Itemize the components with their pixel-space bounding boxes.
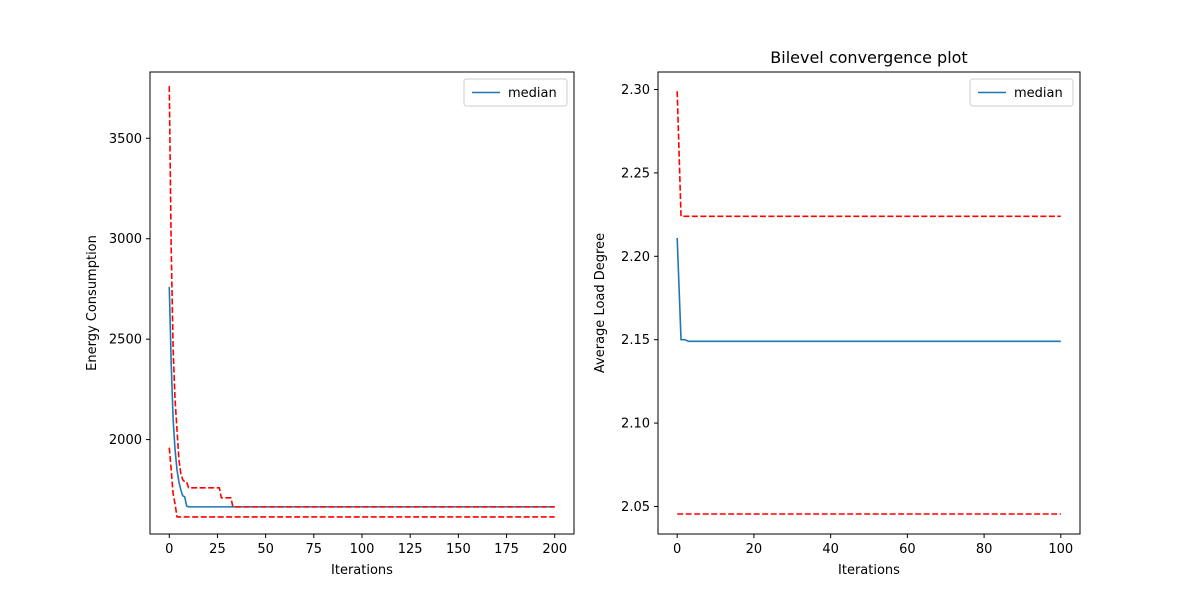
x-axis-label: Iterations	[838, 563, 900, 578]
x-tick-label: 60	[899, 542, 916, 557]
y-tick-label: 2500	[109, 333, 142, 348]
x-tick-label: 100	[350, 542, 375, 557]
y-tick-label: 2.20	[621, 250, 650, 265]
legend: median	[463, 78, 568, 107]
legend: median	[969, 78, 1074, 107]
y-tick-label: 3500	[109, 132, 142, 147]
chart-panel-2: 0 20 40 60 80 100 2.05 2.10 2.15 2.20 2.25 2.30 Iter…	[593, 48, 1081, 578]
x-tick-label: 0	[165, 542, 173, 557]
bound-line-2	[168, 447, 555, 518]
median-line	[168, 286, 555, 508]
x-tick-label: 100	[1048, 542, 1073, 557]
chart-title: Bilevel convergence plot	[770, 48, 967, 67]
x-tick-label: 125	[398, 542, 423, 557]
y-tick-label: 2.30	[621, 83, 650, 98]
y-tick-label: 2.05	[621, 500, 650, 515]
x-axis-label: Iterations	[331, 563, 393, 578]
y-axis-label: Average Load Degree	[593, 233, 608, 373]
x-tick-label: 0	[673, 542, 681, 557]
legend-box	[463, 78, 568, 107]
y-tick-label: 2.10	[621, 417, 650, 432]
legend-label: median	[508, 86, 557, 101]
chart-panel-1: 0 25 50 75 100 125 150 175 200 2000 2500 3000 3500 It…	[85, 71, 575, 578]
x-tick-label: 175	[494, 542, 519, 557]
y-tick-label: 2000	[109, 433, 142, 448]
x-tick-label: 150	[446, 542, 471, 557]
axes-frame	[149, 71, 575, 535]
x-tick-label: 200	[542, 542, 567, 557]
y-axis-label: Energy Consumption	[85, 235, 100, 371]
legend-box	[969, 78, 1074, 107]
y-tick-label: 2.25	[621, 166, 650, 181]
x-tick-label: 20	[746, 542, 763, 557]
y-tick-label: 3000	[109, 232, 142, 247]
bound-line-1	[168, 86, 555, 508]
axes-frame	[657, 71, 1081, 535]
x-tick-label: 40	[822, 542, 839, 557]
x-tick-label: 80	[976, 542, 993, 557]
x-tick-label: 75	[306, 542, 323, 557]
y-tick-label: 2.15	[621, 333, 650, 348]
x-tick-label: 25	[209, 542, 226, 557]
legend-label: median	[1014, 86, 1063, 101]
x-tick-label: 50	[257, 542, 274, 557]
median-line	[676, 237, 1061, 343]
bound-line-1	[676, 91, 1061, 218]
